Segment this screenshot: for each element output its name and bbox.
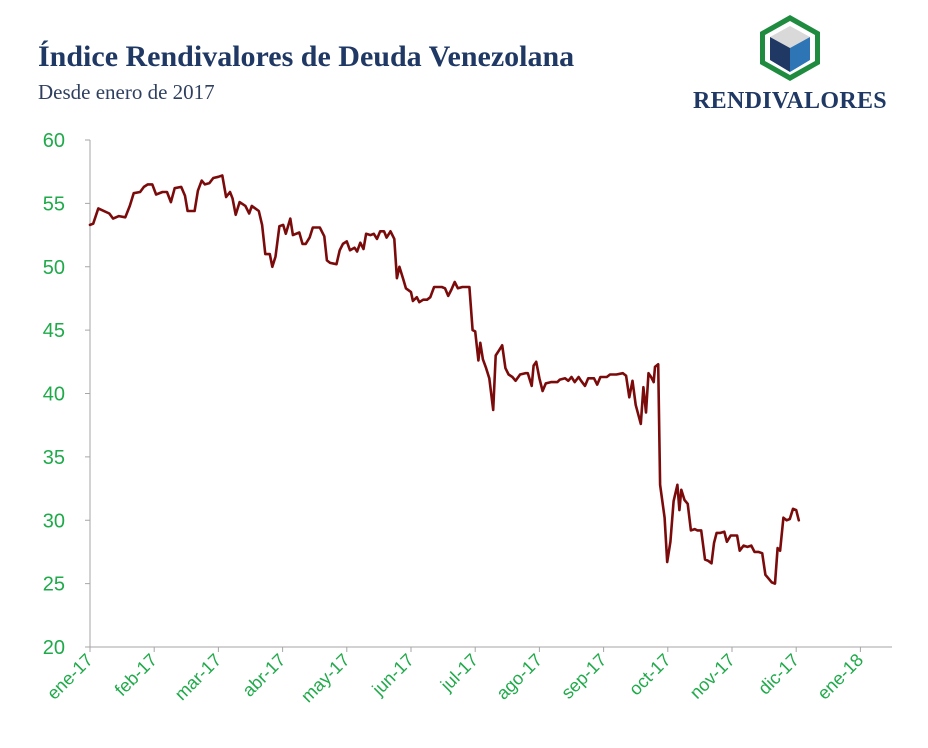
y-axis-ticks: 20 25 30 35 40 45 50 55 60 [43,130,90,659]
x-tick-label: jun-17 [368,650,418,700]
chart-series [88,174,801,585]
chart-title: Índice Rendivalores de Deuda Venezolana [38,40,575,73]
y-tick-label: 40 [43,384,65,406]
brand-logo: RENDIVALORES [684,14,896,118]
brand-logo-text: RENDIVALORES [693,88,887,114]
x-axis-ticks: ene-17 feb-17 mar-17 abr-17 may-17 jun-17 jul-… [43,647,867,706]
chart-subtitle: Desde enero de 2017 [38,80,215,104]
y-tick-label: 50 [43,257,65,279]
cube-hexagon-icon [760,15,820,81]
x-tick-label: jul-17 [436,650,482,696]
y-tick-label: 30 [43,510,65,532]
x-tick-label: abr-17 [238,650,289,701]
x-tick-label: ago-17 [492,650,546,704]
x-tick-label: ene-18 [813,650,867,704]
y-tick-label: 25 [43,574,65,596]
x-tick-label: sep-17 [557,650,610,703]
x-tick-label: feb-17 [111,650,161,700]
series-line [88,174,801,585]
x-tick-label: may-17 [297,650,354,707]
y-tick-label: 55 [43,193,65,215]
y-tick-label: 20 [43,637,65,659]
x-tick-label: dic-17 [754,650,803,699]
x-tick-label: oct-17 [625,650,675,700]
x-tick-label: mar-17 [171,650,225,704]
y-tick-label: 45 [43,320,65,342]
x-tick-label: nov-17 [686,650,739,703]
y-tick-label: 35 [43,447,65,469]
y-tick-label: 60 [43,130,65,152]
